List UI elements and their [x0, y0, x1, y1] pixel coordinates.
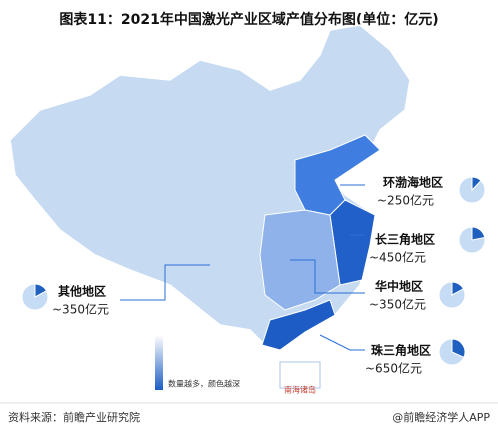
- title: 图表11：2021年中国激光产业区域产值分布图(单位：亿元): [59, 11, 438, 28]
- region-value: ~350亿元: [369, 297, 426, 312]
- region-name: 环渤海地区: [383, 175, 443, 190]
- leader-lines: [120, 184, 365, 351]
- legend-label: 数量越多，颜色越深: [168, 379, 240, 389]
- pie-slice: [471, 176, 482, 192]
- region-name: 长三角地区: [375, 232, 435, 247]
- region-value: ~450亿元: [369, 250, 426, 265]
- region-name: 其他地区: [58, 284, 106, 299]
- source: 资料来源：前瞻产业研究院: [8, 410, 140, 424]
- pie-slice: [34, 283, 48, 298]
- region-shape: [294, 134, 381, 216]
- region-name: 珠三角地区: [371, 343, 431, 358]
- inset-box: [279, 361, 321, 389]
- inset-label: 南海诸岛: [284, 385, 316, 395]
- region-value: ~250亿元: [377, 193, 434, 208]
- legend-gradient: [155, 335, 163, 390]
- pie-slice: [451, 338, 466, 358]
- region-value: ~350亿元: [52, 302, 109, 317]
- pie-slice: [471, 226, 486, 241]
- region-value: ~650亿元: [365, 361, 422, 376]
- credit: @前瞻经济学人APP: [392, 410, 490, 424]
- region-shape: [261, 299, 336, 351]
- region-name: 华中地区: [375, 279, 423, 294]
- pie-slice: [451, 281, 465, 296]
